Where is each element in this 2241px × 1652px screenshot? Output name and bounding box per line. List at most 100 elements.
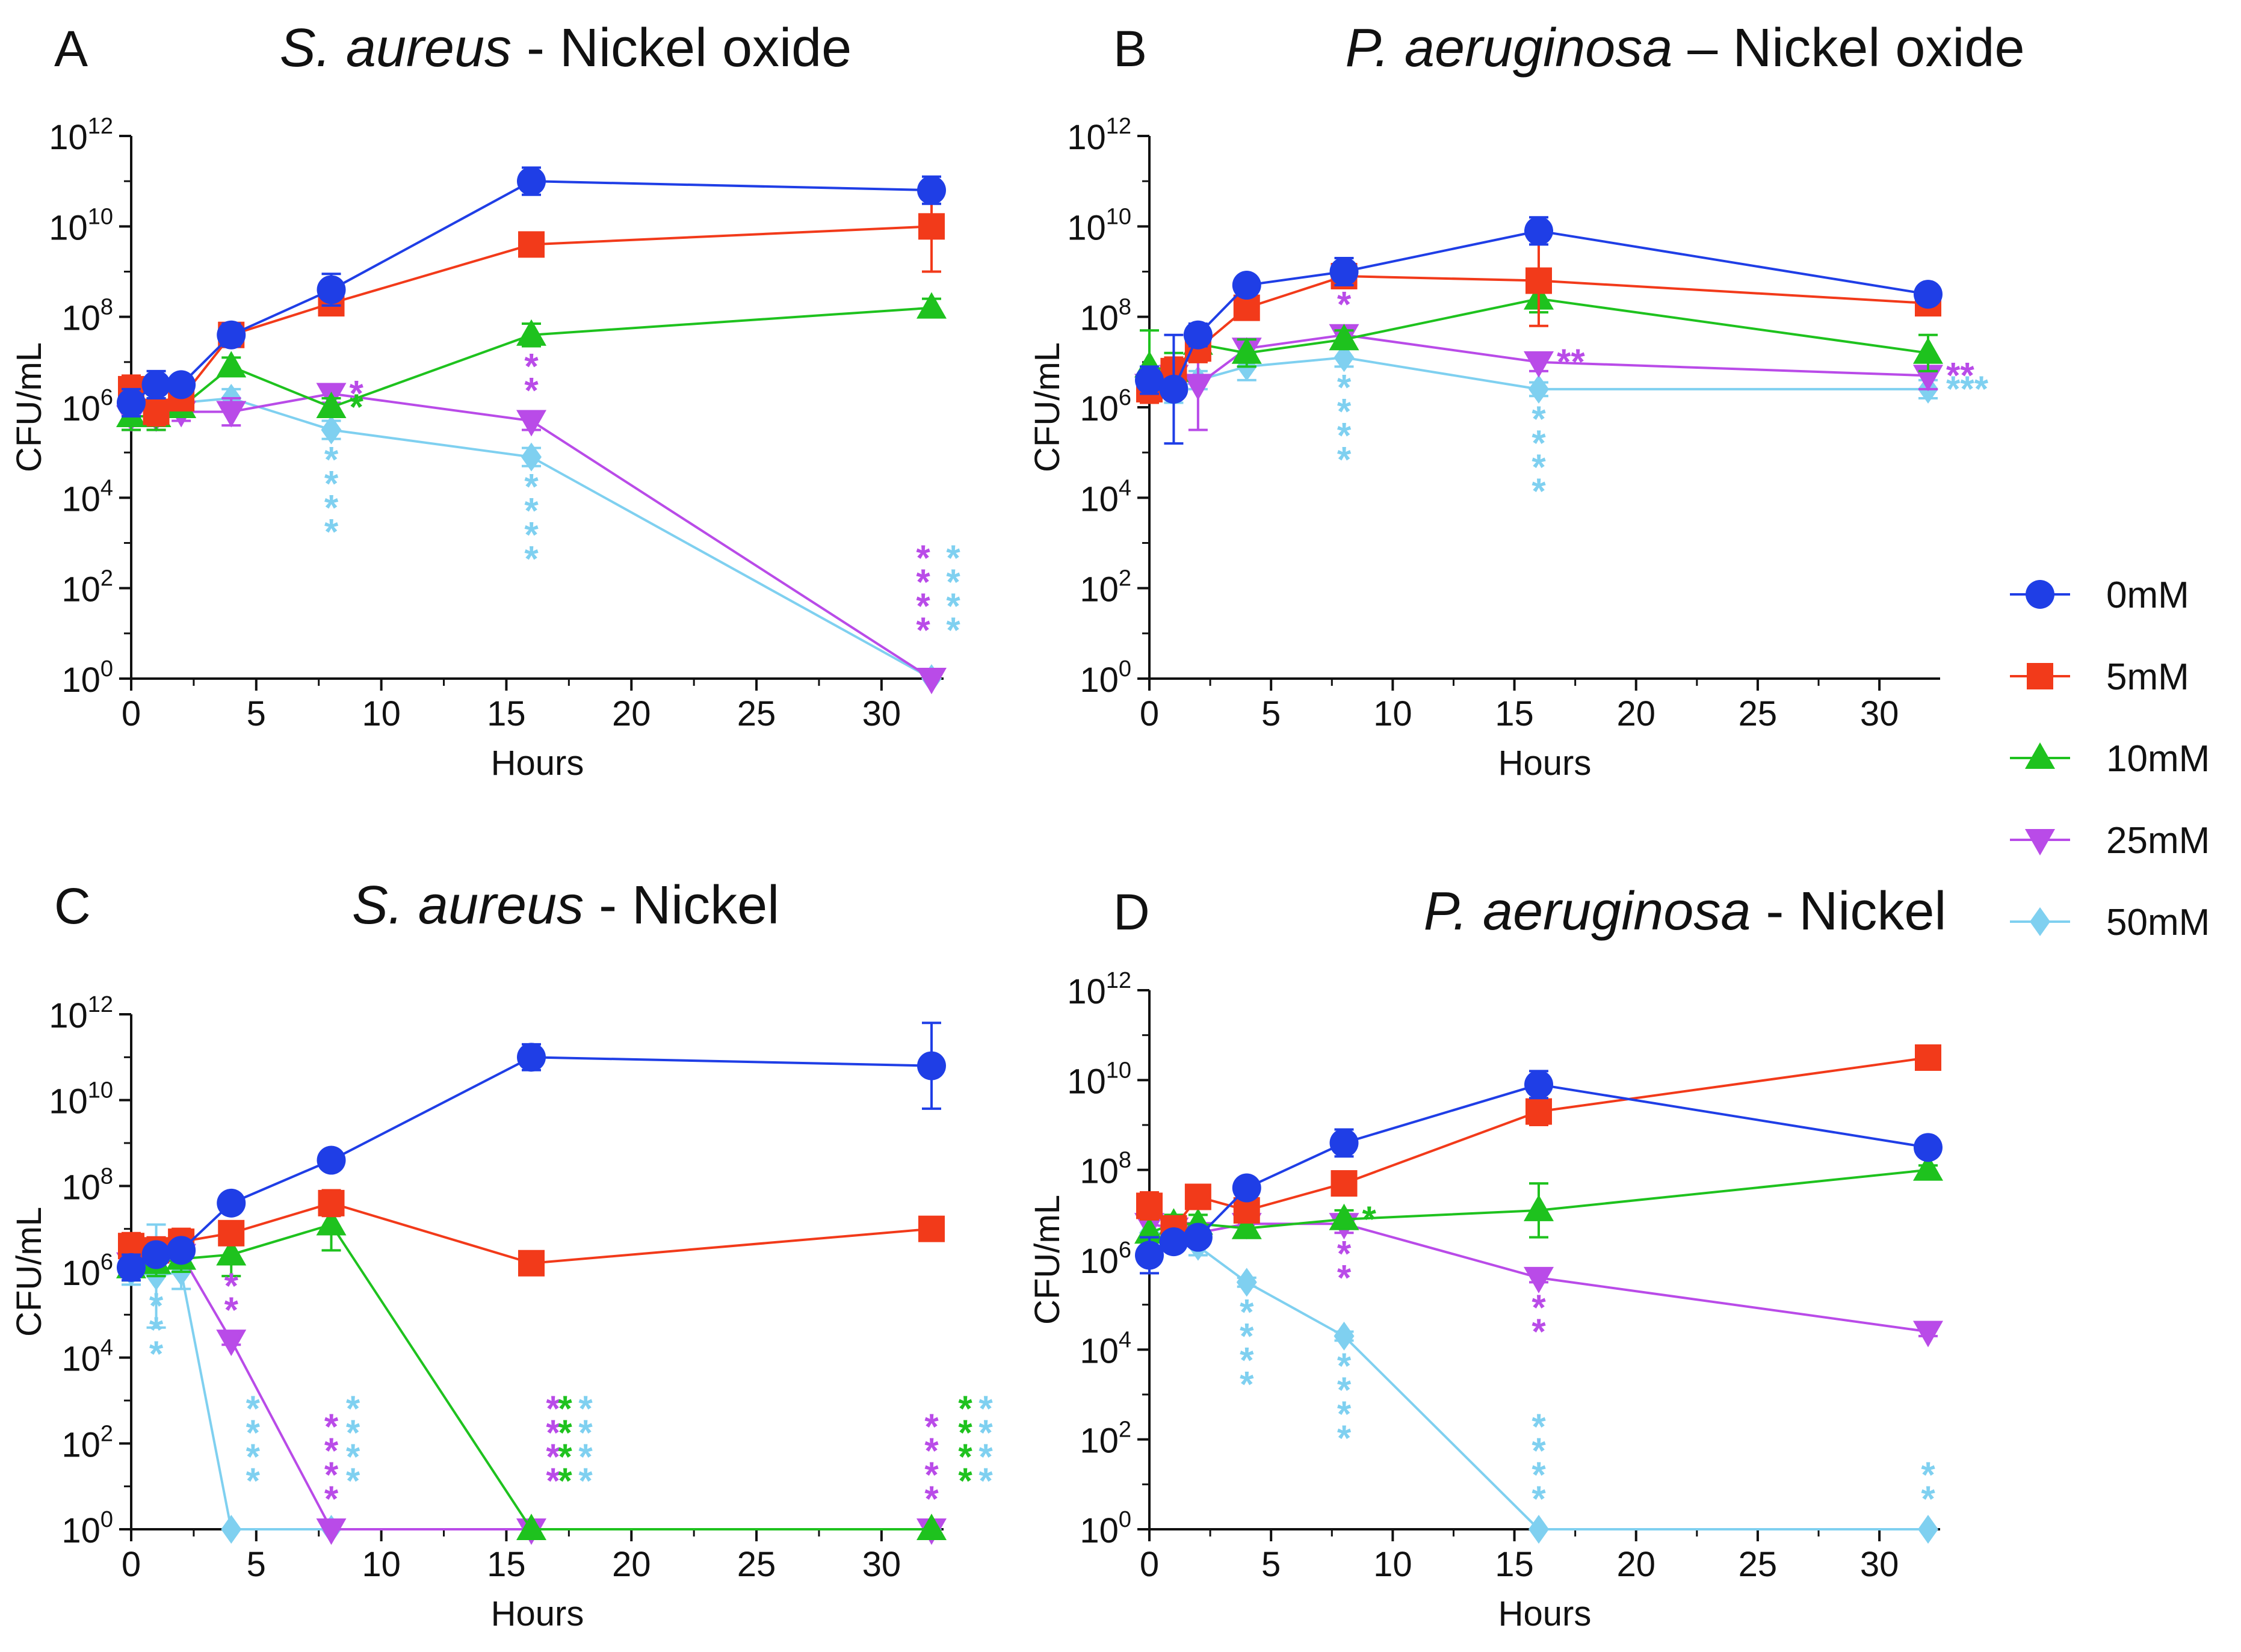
data-point [916,668,947,694]
significance-label: * [350,373,364,413]
x-tick-label: 20 [612,694,651,733]
panel-letter: D [1113,884,1150,940]
x-tick-label: 25 [737,694,776,733]
legend-marker [2030,907,2050,936]
x-tick-label: 0 [122,1545,141,1584]
x-tick-label: 0 [1140,1545,1159,1584]
data-point [167,1236,196,1265]
x-tick-label: 25 [1739,694,1778,733]
data-point [1232,271,1261,300]
y-tick-label: 1012 [49,992,113,1035]
data-point [1913,1154,1943,1181]
x-tick-label: 30 [862,1545,901,1584]
data-point [1136,1192,1163,1219]
significance-label: * * * * [246,1388,261,1501]
data-point [117,388,146,418]
y-tick-label: 104 [61,475,113,519]
y-tick-label: 106 [1080,385,1131,428]
series-0mM [117,166,946,418]
y-tick-label: 108 [1080,1148,1131,1191]
data-point [1182,374,1213,401]
x-tick-label: 25 [737,1545,776,1584]
panel-letter: B [1113,20,1147,77]
data-point [141,1240,171,1269]
y-tick-label: 102 [61,566,113,609]
data-point [516,410,546,437]
legend-label: 25mM [2106,820,2210,861]
y-tick-label: 100 [61,656,113,700]
significance-label: * * * * [1337,1346,1352,1458]
significance-label: * * * * [978,1388,993,1501]
significance-label: ** [1946,355,1974,395]
significance-label: * * * * [324,440,339,552]
significance-label: * * * * [558,1388,572,1501]
y-tick-label: 102 [61,1421,113,1464]
data-point [1329,1128,1359,1157]
data-point [916,1514,947,1540]
data-point [516,1514,546,1540]
data-point [517,1043,546,1072]
significance-label: ** [1921,1455,1935,1519]
data-point [918,213,945,240]
data-point [167,370,196,399]
series-line [131,1056,932,1269]
x-axis-label: Hours [491,744,584,783]
data-point [216,401,247,428]
series-25mM [116,1236,947,1545]
significance-label: * * * * [578,1388,593,1501]
data-point [1913,337,1943,364]
y-tick-label: 1012 [1067,114,1131,157]
chart-title: S. aureus - Nickel [352,875,779,935]
data-point [1914,1133,1943,1162]
x-tick-label: 5 [1261,1545,1281,1584]
significance-label: * * * * [916,538,930,650]
legend-item-5mM: 5mM [2010,656,2189,698]
significance-label: ** [1532,1287,1546,1352]
significance-label: * [1337,285,1352,325]
y-tick-label: 1012 [49,114,113,157]
legend-marker [2025,742,2055,769]
data-point [518,231,545,258]
data-point [316,1209,347,1236]
data-point [917,176,946,205]
data-point [117,1253,146,1282]
chart-title: P. aeruginosa – Nickel oxide [1345,18,2024,78]
chart-title: S. aureus - Nickel oxide [280,18,852,78]
y-tick-label: 104 [1080,475,1131,519]
legend-label: 10mM [2106,738,2210,780]
data-point [1914,280,1943,309]
significance-label: *** [1946,369,1989,409]
data-point [143,398,170,425]
data-point [1913,1321,1943,1348]
series-0mM [117,1022,946,1282]
y-tick-label: 106 [61,385,113,428]
y-tick-label: 100 [61,1507,113,1550]
y-tick-label: 104 [61,1336,113,1379]
data-point [1524,351,1554,378]
legend-item-50mM: 50mM [2010,902,2210,943]
significance-label: * * * * [1532,1407,1546,1519]
data-point [1135,365,1164,395]
y-tick-label: 100 [1080,1507,1131,1550]
x-tick-label: 20 [1616,694,1655,733]
x-tick-label: 10 [1373,694,1412,733]
data-point [217,320,246,350]
y-axis-label: CFU/mL [1028,342,1067,472]
data-point [1183,320,1213,350]
y-tick-label: 108 [61,295,113,338]
data-point [317,275,346,304]
significance-label: * * * * [346,1388,360,1501]
significance-label: * [1362,1199,1377,1239]
legend-marker [2026,580,2054,609]
data-point [1524,1266,1554,1293]
significance-label: * * * * [324,1407,339,1519]
legend-item-10mM: 10mM [2010,738,2210,780]
x-tick-label: 5 [247,1545,266,1584]
legend-label: 0mM [2106,575,2189,616]
data-point [216,1330,247,1357]
chart-panel-A: A S. aureus - Nickel oxide 100 102 104 106 108… [10,18,960,783]
legend-label: 5mM [2106,656,2189,698]
y-tick-label: 106 [1080,1237,1131,1281]
panel-letter: A [54,20,88,77]
x-axis-label: Hours [1498,744,1592,783]
